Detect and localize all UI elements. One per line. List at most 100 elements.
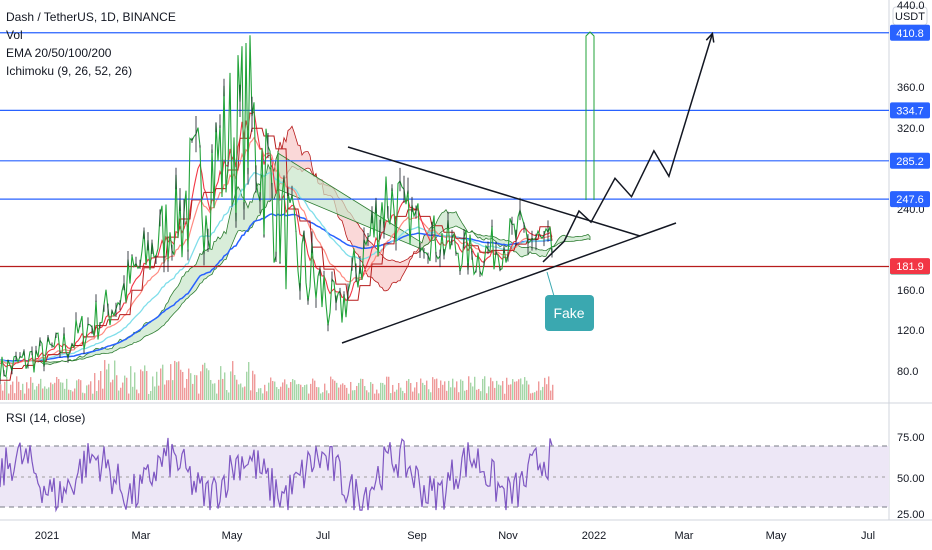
volume-bar bbox=[460, 379, 462, 400]
volume-bar bbox=[26, 382, 28, 400]
volume-bar bbox=[190, 373, 192, 400]
volume-bar bbox=[520, 378, 522, 400]
volume-bar bbox=[228, 392, 230, 400]
price-tick-440: 440.0 bbox=[897, 0, 925, 12]
volume-bar bbox=[366, 390, 368, 400]
volume-bar bbox=[94, 373, 96, 400]
volume-bar bbox=[244, 386, 246, 400]
volume-bar bbox=[546, 384, 548, 400]
volume-bar bbox=[48, 387, 50, 400]
volume-bar bbox=[488, 386, 490, 400]
volume-bar bbox=[540, 390, 542, 400]
volume-bar bbox=[544, 377, 546, 400]
projection-arrow-head bbox=[705, 31, 715, 43]
volume-bar bbox=[200, 371, 202, 400]
currency-label: USDT bbox=[895, 11, 925, 23]
volume-bar bbox=[438, 388, 440, 400]
volume-bar bbox=[286, 384, 288, 400]
time-tick-label: Nov bbox=[498, 530, 518, 542]
level-tag-box[interactable] bbox=[890, 152, 930, 169]
volume-bar bbox=[312, 378, 314, 400]
triangle-lower-line[interactable] bbox=[341, 222, 677, 344]
volume-bar bbox=[106, 369, 108, 400]
volume-bar bbox=[4, 381, 6, 400]
volume-bar bbox=[482, 378, 484, 400]
volume-legend[interactable]: Vol bbox=[6, 28, 23, 42]
volume-bar bbox=[288, 387, 290, 400]
volume-bar bbox=[478, 388, 480, 400]
volume-bar bbox=[136, 389, 138, 400]
volume-bar bbox=[28, 388, 30, 400]
volume-bar bbox=[300, 384, 302, 400]
level-tag-box[interactable] bbox=[890, 191, 930, 208]
volume-bar bbox=[102, 388, 104, 400]
volume-bar bbox=[378, 393, 380, 400]
volume-bar bbox=[274, 381, 276, 400]
volume-bar bbox=[424, 384, 426, 400]
volume-bar bbox=[392, 384, 394, 400]
volume-bar bbox=[260, 388, 262, 400]
volume-bar bbox=[308, 393, 310, 400]
volume-bar bbox=[112, 379, 114, 400]
ema-legend[interactable]: EMA 20/50/100/200 bbox=[6, 46, 112, 60]
volume-bar bbox=[346, 387, 348, 400]
volume-bar bbox=[206, 368, 208, 400]
volume-bar bbox=[124, 375, 126, 400]
volume-bar bbox=[20, 390, 22, 400]
rsi-tick-75: 75.00 bbox=[897, 432, 925, 444]
volume-bar bbox=[318, 387, 320, 400]
volume-bar bbox=[326, 390, 328, 400]
volume-bar bbox=[104, 360, 106, 400]
symbol-legend[interactable]: Dash / TetherUS, 1D, BINANCE bbox=[6, 10, 176, 24]
volume-bar bbox=[148, 393, 150, 400]
volume-bar bbox=[196, 375, 198, 400]
volume-bar bbox=[134, 372, 136, 400]
volume-bar bbox=[396, 389, 398, 400]
volume-bar bbox=[214, 383, 216, 400]
volume-bar bbox=[420, 378, 422, 400]
fake-annotation-box[interactable] bbox=[545, 295, 594, 331]
candle-wicks bbox=[0, 78, 553, 385]
volume-bar bbox=[226, 390, 228, 400]
volume-bar bbox=[464, 390, 466, 400]
volume-bar bbox=[246, 371, 248, 400]
volume-bar bbox=[426, 380, 428, 400]
volume-bar bbox=[342, 383, 344, 400]
volume-bar bbox=[492, 381, 494, 400]
level-tag-box[interactable] bbox=[890, 24, 930, 41]
volume-bar bbox=[78, 379, 80, 400]
volume-bar bbox=[418, 393, 420, 400]
volume-bars bbox=[0, 360, 554, 400]
level-tag-box[interactable] bbox=[890, 102, 930, 119]
volume-bar bbox=[422, 382, 424, 400]
volume-bar bbox=[336, 382, 338, 400]
volume-bar bbox=[278, 389, 280, 400]
volume-bar bbox=[110, 382, 112, 400]
last-price-tag-box[interactable] bbox=[890, 258, 930, 275]
volume-bar bbox=[364, 386, 366, 400]
volume-bar bbox=[156, 371, 158, 400]
volume-bar bbox=[406, 380, 408, 400]
volume-bar bbox=[404, 393, 406, 400]
volume-bar bbox=[272, 380, 274, 400]
ichimoku-legend[interactable]: Ichimoku (9, 26, 52, 26) bbox=[6, 64, 133, 78]
volume-bar bbox=[178, 361, 180, 400]
volume-bar bbox=[400, 387, 402, 400]
projection-path[interactable] bbox=[542, 33, 714, 263]
volume-bar bbox=[522, 384, 524, 400]
volume-bar bbox=[344, 384, 346, 400]
volume-bar bbox=[50, 382, 52, 400]
time-axis: 2021 Mar May Jul Sep Nov 2022 Mar May Jul bbox=[35, 530, 875, 542]
volume-bar bbox=[258, 388, 260, 400]
volume-bar bbox=[60, 382, 62, 400]
volume-bar bbox=[182, 371, 184, 400]
volume-bar bbox=[92, 393, 94, 400]
volume-bar bbox=[210, 379, 212, 400]
time-tick-label: May bbox=[766, 530, 787, 542]
price-axis-panel[interactable] bbox=[889, 0, 932, 550]
volume-bar bbox=[232, 361, 234, 400]
volume-bar bbox=[170, 364, 172, 400]
fake-annotation-label: Fake bbox=[553, 305, 584, 321]
rsi-legend[interactable]: RSI (14, close) bbox=[6, 411, 86, 425]
